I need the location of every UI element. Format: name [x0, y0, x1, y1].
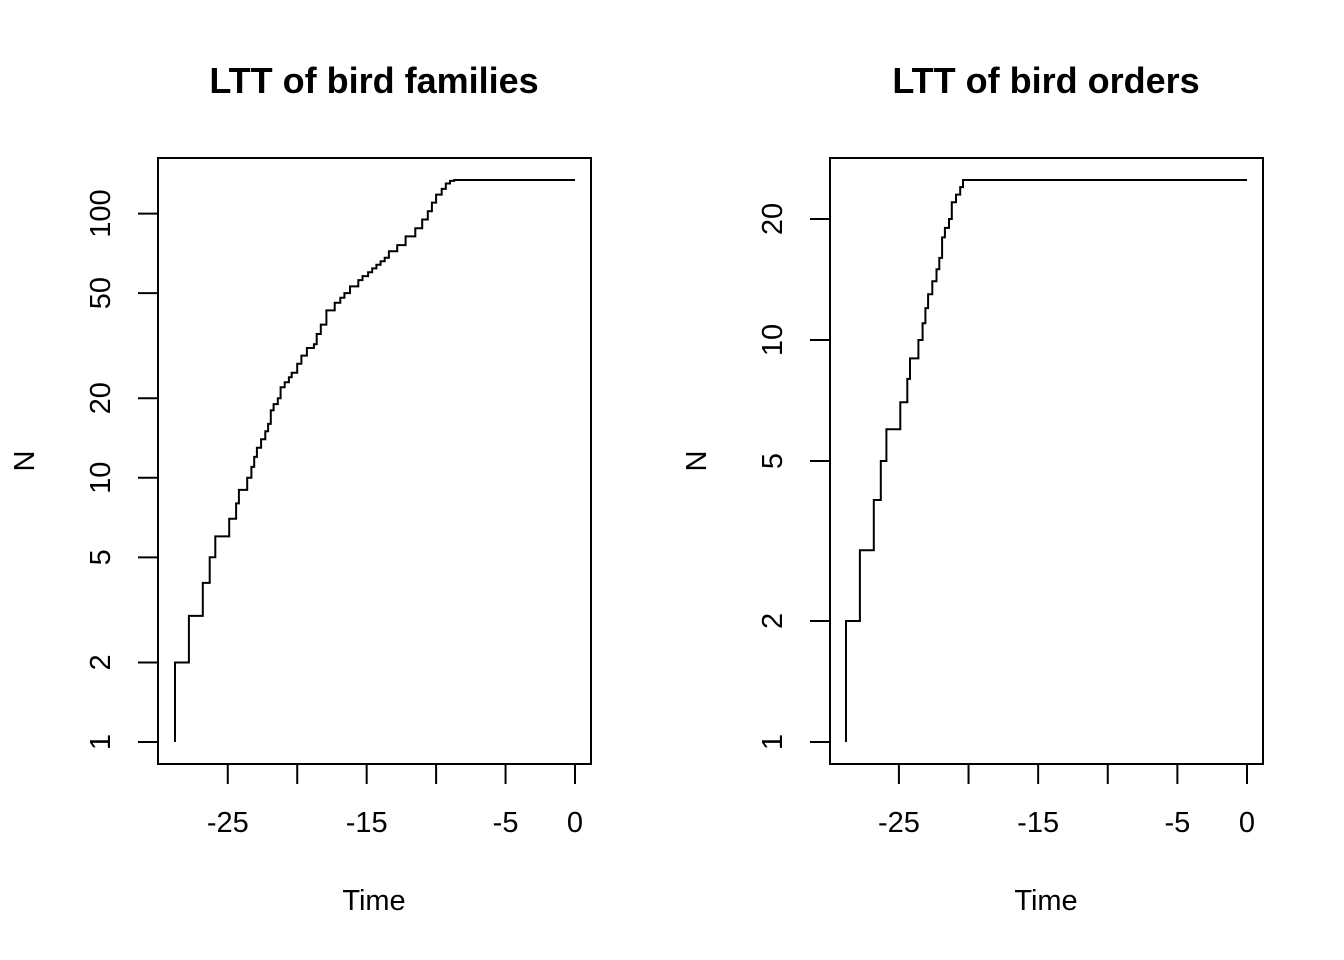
families-x-tick-label: -15: [346, 807, 388, 839]
families-y-tick-label: 100: [85, 189, 117, 237]
families-x-tick-label: -5: [493, 807, 519, 839]
families-y-axis-label: N: [9, 451, 41, 472]
orders-ltt-line: [845, 179, 1247, 742]
families-ltt-line: [174, 179, 575, 742]
orders-x-ticks: -25 -15 -5 0: [878, 764, 1255, 839]
families-y-tick-label: 50: [85, 277, 117, 309]
families-y-tick-label: 5: [85, 549, 117, 565]
orders-x-tick-label: -15: [1017, 807, 1059, 839]
orders-y-tick-label: 2: [757, 613, 789, 629]
orders-x-tick-label: -25: [878, 807, 920, 839]
orders-y-ticks: 1 2 5 10 20: [757, 203, 830, 750]
orders-y-axis-label: N: [681, 451, 713, 472]
families-x-axis-label: Time: [342, 885, 405, 917]
families-y-tick-label: 1: [85, 734, 117, 750]
families-chart-panel: LTT of bird families Time N -25 -15 -5 0 1 2…: [9, 60, 592, 917]
orders-x-tick-label: -5: [1164, 807, 1190, 839]
families-y-tick-label: 20: [85, 382, 117, 414]
orders-chart-title: LTT of bird orders: [892, 60, 1199, 101]
orders-plot-frame: [829, 157, 1264, 765]
families-chart-title: LTT of bird families: [209, 60, 538, 101]
families-x-tick-label: -25: [207, 807, 249, 839]
families-y-tick-label: 10: [85, 462, 117, 494]
orders-x-axis-label: Time: [1014, 885, 1077, 917]
families-y-tick-label: 2: [85, 654, 117, 670]
families-x-tick-label: 0: [567, 807, 583, 839]
orders-y-tick-label: 20: [757, 203, 789, 235]
orders-y-tick-label: 1: [757, 734, 789, 750]
families-plot-frame: [157, 157, 592, 765]
orders-y-tick-label: 5: [757, 453, 789, 469]
orders-chart-panel: LTT of bird orders Time N -25 -15 -5 0 1251…: [681, 60, 1264, 917]
orders-x-tick-label: 0: [1239, 807, 1255, 839]
families-x-ticks: -25 -15 -5 0: [207, 764, 583, 839]
orders-y-tick-label: 10: [757, 324, 789, 356]
families-y-ticks: 1 2 5 10 20 50 100: [85, 189, 158, 750]
